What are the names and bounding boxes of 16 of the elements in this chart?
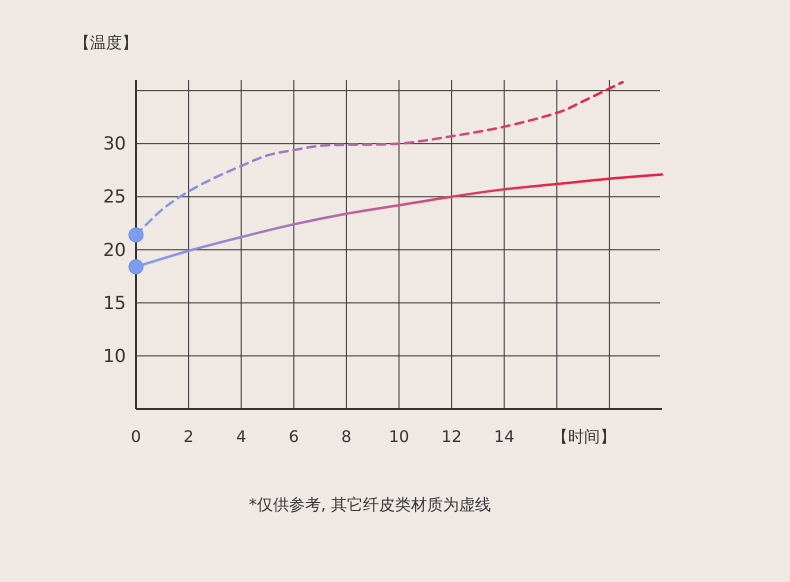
y-tick-label: 20 (103, 240, 126, 261)
y-tick-label: 30 (103, 134, 126, 155)
x-tick-label: 10 (388, 427, 410, 446)
x-tick-label: 12 (441, 427, 462, 446)
x-tick-label: 6 (288, 427, 299, 446)
y-tick-label: 25 (103, 186, 126, 208)
y-tick-label: 15 (103, 292, 126, 314)
x-tick-label: 14 (494, 427, 514, 446)
y-tick-label: 10 (103, 346, 126, 367)
x-tick-label: 2 (184, 427, 194, 446)
text: *仅供参考, 其它纤皮类材质为虚线 (248, 495, 492, 514)
x-axis-title: 【时间】 (552, 427, 616, 446)
x-tick-label: 4 (236, 427, 246, 446)
y-axis-title: 【温度】 (74, 33, 138, 52)
x-tick-label: 8 (341, 427, 352, 446)
x-tick-label: 0 (130, 427, 142, 446)
